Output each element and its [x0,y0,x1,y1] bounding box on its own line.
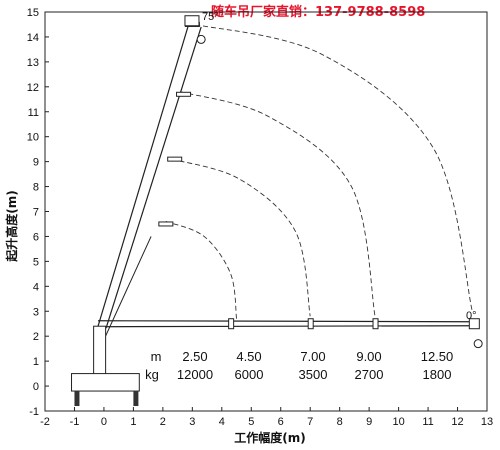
x-tick-label: 1 [130,416,136,428]
hook-raised-icon [196,34,206,44]
capacity-radius-value: 9.00 [356,349,381,364]
capacity-row-label-kg: kg [145,367,159,382]
capacity-radius-value: 12.50 [421,349,454,364]
y-tick-label: 15 [27,7,39,19]
x-tick-label: 12 [451,416,463,428]
y-tick-label: 8 [33,182,39,194]
x-tick-label: 9 [366,416,372,428]
x-tick-label: 13 [481,416,493,428]
boom-raised-edge-2 [105,26,202,329]
angle-label-0: 0° [466,310,477,322]
x-tick-label: 3 [189,416,195,428]
hook-horizontal-icon [473,339,483,349]
y-tick-label: 9 [33,157,39,169]
x-axis-ticks: -2 -1 0 1 2 3 4 5 6 7 8 9 10 11 12 13 [40,407,493,428]
y-tick-label: 10 [27,132,39,144]
capacity-row-label-m: m [151,349,162,364]
y-tick-label: 13 [27,57,39,69]
capacity-load-value: 2700 [355,367,384,382]
y-tick-label: 1 [33,356,39,368]
height-curve-4 [195,24,473,312]
angle-label-75: 75° [202,11,219,23]
boom-horizontal-joint-3 [372,318,379,330]
height-curve-1 [165,221,237,319]
capacity-load-value: 3500 [299,367,328,382]
y-axis-title: 起升高度(m) [4,190,19,262]
boom-horizontal-top [98,320,473,323]
y-tick-label: -1 [29,406,39,418]
outrigger-right [133,391,139,407]
outrigger-left [74,391,80,407]
boom-raised-edge-1 [97,21,190,327]
capacity-load-value: 1800 [423,367,452,382]
y-tick-label: 12 [27,82,39,94]
height-curves [165,24,473,319]
boom-joint-2 [167,156,183,162]
boom-joint-1 [158,221,174,227]
height-curve-2 [171,158,311,317]
x-tick-label: 5 [248,416,254,428]
boom-horizontal-bottom [98,325,473,328]
luffing-cylinder [100,236,152,347]
height-curve-3 [180,91,376,317]
y-tick-label: 11 [28,107,39,119]
y-tick-label: 0 [33,381,39,393]
capacity-load-value: 6000 [235,367,264,382]
x-tick-label: 10 [392,416,404,428]
x-tick-label: 8 [337,416,343,428]
x-tick-label: 6 [278,416,284,428]
x-tick-label: 0 [101,416,107,428]
x-tick-label: 7 [307,416,313,428]
boom-head-horizontal [468,318,480,330]
boom-horizontal-joint-2 [307,318,314,330]
x-tick-label: 11 [422,416,433,428]
y-tick-label: 4 [33,281,39,293]
x-tick-label: -2 [40,416,50,428]
boom-head-raised [184,15,200,27]
capacity-load-value: 12000 [177,367,213,382]
boom-joint-3 [176,91,192,97]
x-tick-label: 4 [219,416,225,428]
capacity-radius-value: 4.50 [236,349,261,364]
x-tick-label: 2 [160,416,166,428]
y-tick-label: 5 [33,256,39,268]
y-tick-label: 6 [33,231,39,243]
crane-base [71,373,140,392]
capacity-table: m kg 2.50 4.50 7.00 9.00 12.50 12000 6000 3500 270… [145,349,453,382]
y-tick-label: 14 [27,32,39,44]
capacity-radius-value: 7.00 [300,349,325,364]
y-tick-label: 7 [33,207,39,219]
y-tick-label: 3 [33,306,39,318]
x-tick-label: -1 [70,416,80,428]
capacity-radius-value: 2.50 [182,349,207,364]
boom-horizontal-joint-1 [228,318,235,330]
crane-column [93,325,107,380]
x-axis-title: 工作幅度(m) [234,430,305,445]
crane-drawing [71,15,483,407]
y-tick-label: 2 [33,331,39,343]
